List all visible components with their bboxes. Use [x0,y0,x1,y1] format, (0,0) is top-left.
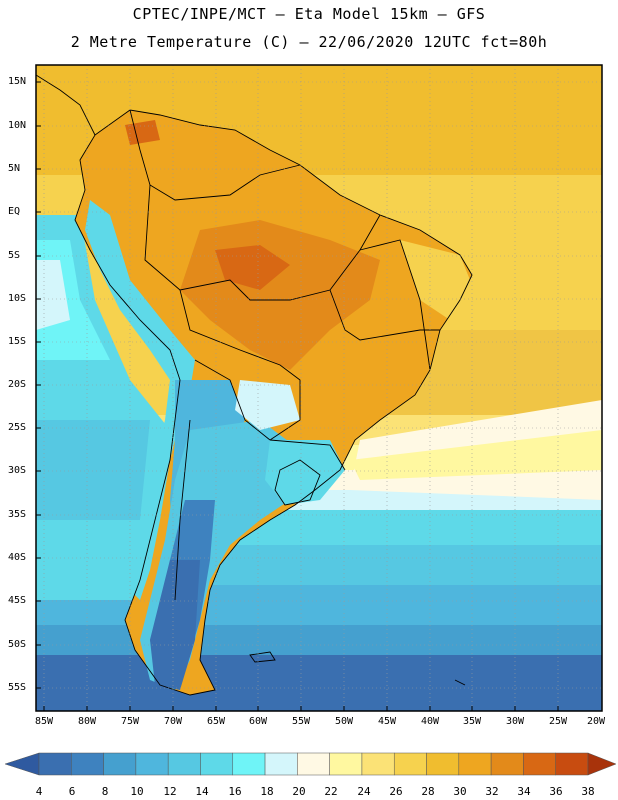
lon-label: 75W [120,716,140,727]
lat-label: 10S [8,293,27,304]
colorbar-label: 36 [549,785,563,798]
colorbar-swatch [167,752,201,776]
axis-ticks [36,81,559,711]
map-title-line1: CPTEC/INPE/MCT – Eta Model 15km – GFS [132,5,486,23]
colorbar-label: 26 [389,785,403,798]
temperature-field [36,65,602,711]
colorbar-swatch [103,752,137,776]
colorbar-swatch [458,752,492,776]
lat-label: 15N [8,76,27,87]
lat-label: 50S [8,639,27,650]
colorbar-swatch [38,752,72,776]
colorbar-swatch [329,752,363,776]
colorbar-label: 8 [101,785,109,798]
colorbar-swatch [232,752,266,776]
lat-label: 30S [8,465,27,476]
lat-label: 20S [8,379,27,390]
lon-label: 50W [334,716,354,727]
lat-label: 45S [8,595,27,606]
colorbar-swatch [71,752,104,776]
lon-label: 35W [462,716,482,727]
coastlines [36,74,473,696]
colorbar-label: 24 [357,785,371,798]
colorbar-swatch [297,752,330,776]
lon-label: 40W [420,716,440,727]
lat-label: 5N [8,163,21,174]
colorbar-label: 30 [453,785,467,798]
lat-label: 25S [8,422,27,433]
colorbar-label: 14 [195,785,209,798]
lon-label: 45W [377,716,397,727]
colorbar-label: 10 [130,785,144,798]
colorbar-swatch [490,752,524,776]
lon-label: 30W [505,716,525,727]
colorbar-label: 4 [35,785,43,798]
colorbar-swatch [361,752,395,776]
lat-label: EQ [8,206,21,217]
colorbar-label: 6 [68,785,76,798]
lon-label: 20W [586,716,606,727]
lat-label: 35S [8,509,27,520]
colorbar-label: 20 [292,785,306,798]
lat-label: 40S [8,552,27,563]
lon-label: 85W [34,716,54,727]
lat-label: 5S [8,250,21,261]
lon-label: 60W [248,716,268,727]
colorbar-label: 16 [228,785,242,798]
colorbar-swatch [426,752,460,776]
map-frame [35,64,603,712]
colorbar-swatch [264,752,298,776]
map-title-line2: 2 Metre Temperature (C) – 22/06/2020 12U… [70,33,548,51]
colorbar-label: 12 [163,785,177,798]
lon-label: 55W [291,716,311,727]
lon-label: 70W [163,716,183,727]
lon-label: 80W [77,716,97,727]
colorbar-label: 38 [581,785,595,798]
colorbar-label: 34 [517,785,531,798]
colorbar-arrow-low [4,752,40,776]
colorbar-swatch [393,752,427,776]
colorbar-label: 32 [485,785,499,798]
lat-label: 55S [8,682,27,693]
colorbar-arrow-high [587,752,617,776]
lat-label: 15S [8,336,27,347]
lon-label: 25W [548,716,568,727]
colorbar-label: 28 [421,785,435,798]
lat-label: 10N [8,120,27,131]
colorbar-swatch [523,752,556,776]
colorbar-swatch [555,752,589,776]
colorbar-swatch [200,752,234,776]
colorbar-label: 18 [260,785,274,798]
lon-label: 65W [206,716,226,727]
colorbar-label: 22 [324,785,338,798]
colorbar [4,752,617,776]
colorbar-swatch [135,752,169,776]
